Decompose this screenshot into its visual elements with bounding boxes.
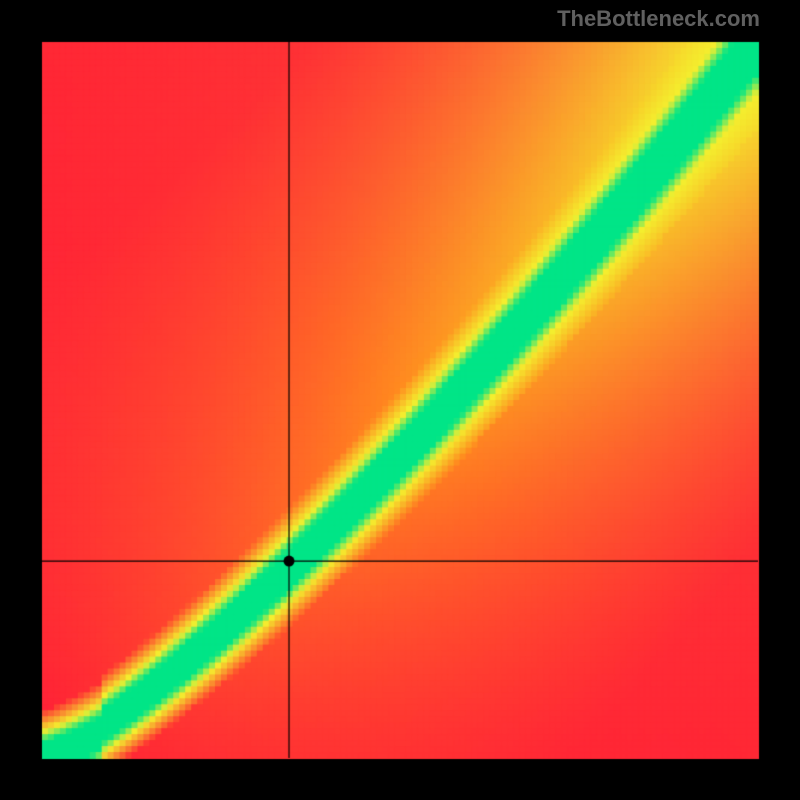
chart-container: TheBottleneck.com [0, 0, 800, 800]
watermark-text: TheBottleneck.com [557, 6, 760, 32]
bottleneck-heatmap [0, 0, 800, 800]
